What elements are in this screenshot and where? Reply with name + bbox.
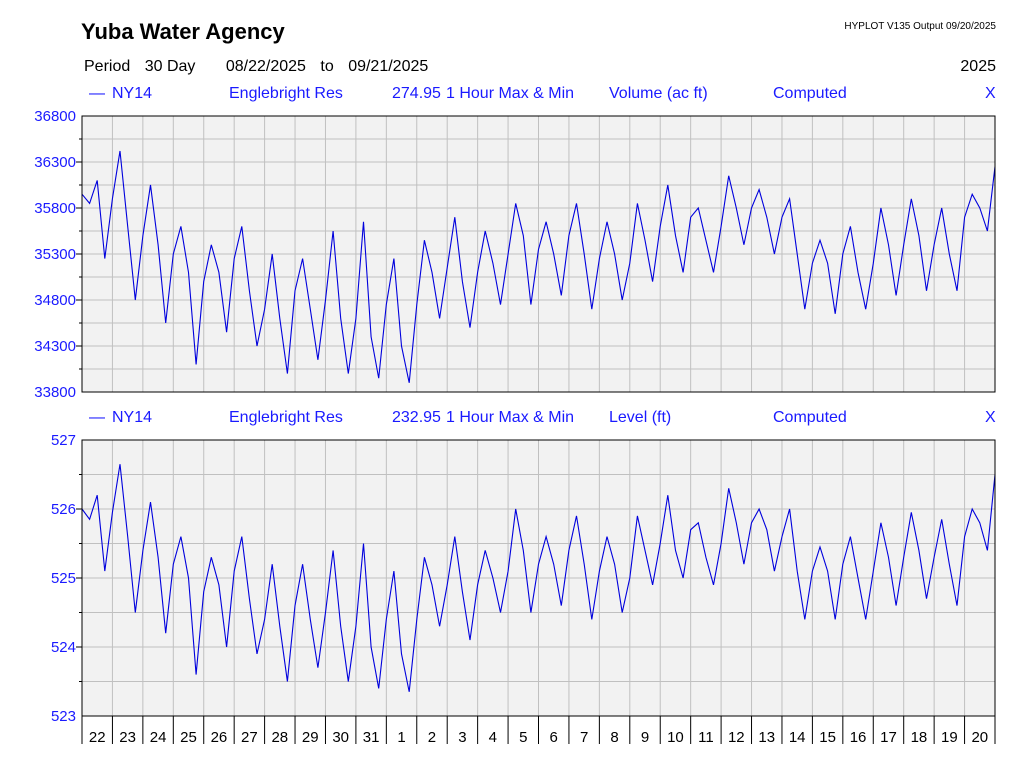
- y-tick-label: 35800: [34, 200, 76, 217]
- x-tick-label: 14: [789, 729, 806, 746]
- x-tick-label: 30: [332, 729, 349, 746]
- y-tick-label: 33800: [34, 384, 76, 401]
- flag-label[interactable]: X: [985, 85, 996, 102]
- y-tick-label: 36300: [34, 154, 76, 171]
- x-tick-label: 6: [550, 729, 558, 746]
- period-value: 30 Day: [144, 58, 196, 75]
- status-label: Computed: [773, 85, 847, 102]
- status-label: Computed: [773, 409, 847, 426]
- y-tick-label: 527: [51, 432, 76, 449]
- x-tick-label: 18: [911, 729, 928, 746]
- station-label: NY14: [112, 85, 153, 102]
- y-tick-label: 36800: [34, 108, 76, 125]
- x-tick-label: 29: [302, 729, 319, 746]
- to-word: to: [320, 58, 334, 75]
- year-label: 2025: [960, 58, 996, 75]
- level-series-line: [81, 464, 996, 692]
- interval-label: 1 Hour Max & Min: [446, 85, 575, 102]
- x-tick-label: 1: [397, 729, 405, 746]
- station-label: NY14: [112, 409, 153, 426]
- start-date: 08/22/2025: [225, 58, 306, 75]
- y-tick-label: 526: [51, 501, 76, 518]
- x-tick-label: 27: [241, 729, 258, 746]
- parameter-label: Volume (ac ft): [609, 85, 708, 102]
- x-tick-label: 22: [89, 729, 106, 746]
- level-plot: 527 526 525 524 523: [51, 432, 996, 725]
- program-output-label: HYPLOT V135 Output 09/20/2025: [844, 21, 996, 32]
- interval-label: 1 Hour Max & Min: [446, 409, 575, 426]
- y-tick-label: 34800: [34, 292, 76, 309]
- volume-series-line: [81, 150, 996, 383]
- x-tick-label: 13: [758, 729, 775, 746]
- x-tick-label: 31: [363, 729, 380, 746]
- x-tick-label: 5: [519, 729, 527, 746]
- volume-plot: 36800 36300 35800 35300 34800 34300 33800: [34, 108, 996, 401]
- y-tick-label: 34300: [34, 338, 76, 355]
- location-label: Englebright Res: [229, 85, 343, 102]
- y-tick-label: 524: [51, 639, 76, 656]
- plot-frame: [81, 115, 996, 393]
- agency-title: Yuba Water Agency: [81, 19, 285, 44]
- y-tick-label: 523: [51, 708, 76, 725]
- x-tick-label: 12: [728, 729, 745, 746]
- date-axis: 22 23 24 25 26 27 28 29 30 31 1 2 3 4 5 6 7 8 9 10 11 12 13 14 1…: [81, 716, 996, 746]
- x-tick-label: 2: [428, 729, 436, 746]
- period-line: Period 30 Day 08/22/2025 to 09/21/2025: [84, 58, 438, 76]
- flag-label[interactable]: X: [985, 409, 996, 426]
- x-tick-label: 7: [580, 729, 588, 746]
- x-tick-label: 4: [489, 729, 497, 746]
- x-tick-label: 15: [819, 729, 836, 746]
- x-tick-label: 20: [971, 729, 988, 746]
- x-tick-label: 3: [458, 729, 466, 746]
- location-label: Englebright Res: [229, 409, 343, 426]
- end-date: 09/21/2025: [348, 58, 429, 75]
- legend-line-glyph: —: [89, 85, 105, 102]
- x-tick-label: 8: [610, 729, 618, 746]
- x-tick-label: 19: [941, 729, 958, 746]
- x-tick-label: 11: [698, 729, 714, 746]
- x-tick-label: 17: [880, 729, 897, 746]
- legend-line-glyph: —: [89, 409, 105, 426]
- x-tick-label: 26: [211, 729, 228, 746]
- y-tick-label: 525: [51, 570, 76, 587]
- code-label: 232.95: [392, 409, 441, 426]
- period-label: Period: [84, 58, 131, 75]
- code-label: 274.95: [392, 85, 441, 102]
- y-tick-label: 35300: [34, 246, 76, 263]
- x-tick-label: 24: [150, 729, 167, 746]
- x-tick-label: 25: [180, 729, 197, 746]
- x-tick-label: 10: [667, 729, 684, 746]
- x-tick-label: 23: [119, 729, 136, 746]
- parameter-label: Level (ft): [609, 409, 672, 426]
- x-tick-label: 28: [271, 729, 288, 746]
- x-tick-label: 9: [641, 729, 649, 746]
- x-tick-label: 16: [850, 729, 867, 746]
